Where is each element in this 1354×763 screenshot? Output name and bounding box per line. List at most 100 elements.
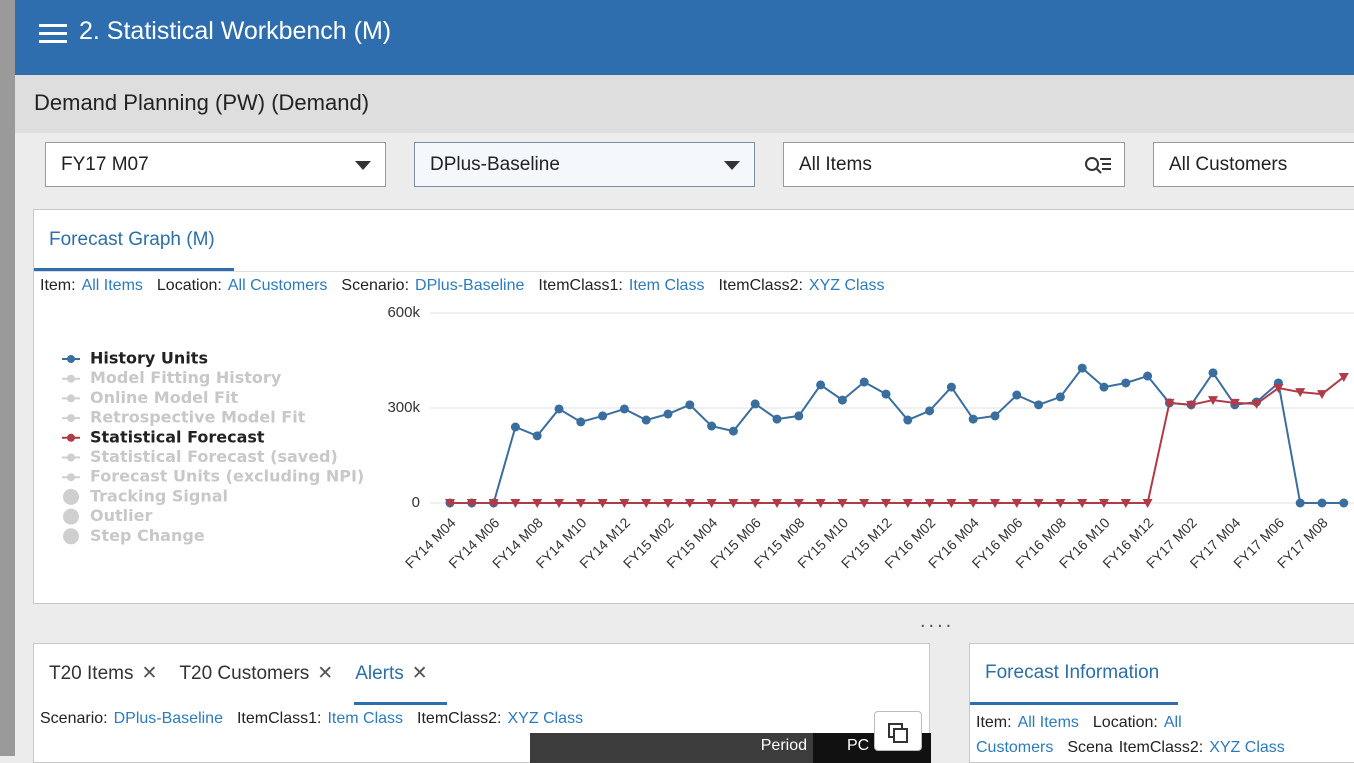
legend-label: Model Fitting History xyxy=(90,368,282,387)
point xyxy=(793,499,804,508)
point xyxy=(1120,499,1131,508)
point xyxy=(990,411,1000,421)
context-value[interactable]: Item Class xyxy=(628,277,705,294)
context-value[interactable]: XYZ Class xyxy=(1209,739,1285,756)
customer-search[interactable]: All Customers xyxy=(1153,142,1354,187)
context-value[interactable]: All Customers xyxy=(976,714,1182,756)
point xyxy=(750,499,761,508)
item-search[interactable]: All Items xyxy=(783,142,1125,187)
point xyxy=(1273,384,1284,394)
tab[interactable]: T20 Items ✕ xyxy=(49,663,157,684)
scenario-dropdown[interactable]: DPlus-Baseline xyxy=(414,142,755,187)
point xyxy=(641,415,651,425)
legend-marker xyxy=(67,374,75,383)
point xyxy=(554,404,564,414)
point xyxy=(532,431,542,441)
context-value[interactable]: DPlus-Baseline xyxy=(415,277,525,294)
legend-label: Statistical Forecast (saved) xyxy=(90,447,338,466)
context-label: ItemClass1: xyxy=(538,277,623,294)
menu-icon[interactable] xyxy=(39,22,69,46)
close-icon[interactable]: ✕ xyxy=(411,663,428,684)
filter-text: All Items xyxy=(799,154,872,175)
y-tick-label: 0 xyxy=(412,494,420,511)
point xyxy=(663,409,673,419)
splitter[interactable]: .... xyxy=(920,610,955,632)
point xyxy=(1033,499,1044,508)
filter-text: FY17 M07 xyxy=(61,154,149,175)
context-value[interactable]: Item Class xyxy=(327,710,404,727)
point xyxy=(924,499,935,508)
point xyxy=(925,406,935,416)
context-value[interactable]: XYZ Class xyxy=(507,710,584,727)
point xyxy=(772,499,782,508)
context-item: ItemClass1: Item Class xyxy=(237,710,417,727)
point xyxy=(728,499,739,508)
context-label: Scenario: xyxy=(40,710,108,727)
point xyxy=(575,499,586,508)
point xyxy=(510,422,520,432)
tab[interactable]: Forecast Graph (M) xyxy=(49,229,215,250)
point xyxy=(968,414,978,424)
point xyxy=(859,499,870,508)
point xyxy=(1208,368,1218,378)
copy-button[interactable] xyxy=(874,711,922,751)
context-value[interactable]: All Items xyxy=(1017,714,1079,731)
point xyxy=(837,395,847,405)
context-item: Location: All Customers xyxy=(157,277,342,294)
point xyxy=(706,499,717,508)
context-item: Scenario: DPlus-Baseline xyxy=(341,277,538,294)
tab-underline xyxy=(34,268,234,271)
subheader-title: Demand Planning (PW) (Demand) xyxy=(34,90,370,115)
point xyxy=(859,377,869,387)
legend-label: Forecast Units (excluding NPI) xyxy=(90,467,364,486)
context-item: Location: All Customers xyxy=(976,714,1182,756)
legend-label: Retrospective Model Fit xyxy=(90,408,306,427)
tab[interactable]: Alerts ✕ xyxy=(355,663,428,684)
point xyxy=(1317,498,1327,508)
close-icon[interactable]: ✕ xyxy=(317,663,334,684)
context-value[interactable]: XYZ Class xyxy=(808,277,885,294)
side-strip xyxy=(0,0,15,756)
context-label: Scenario: xyxy=(341,277,410,294)
legend-label: Tracking Signal xyxy=(90,486,228,505)
header: 2. Statistical Workbench (M) xyxy=(15,0,1354,75)
point xyxy=(554,499,564,508)
point xyxy=(1251,399,1262,409)
point xyxy=(1077,363,1087,373)
period-dropdown[interactable]: FY17 M07 xyxy=(45,142,386,187)
point xyxy=(619,499,630,508)
alerts-panel: T20 Items ✕ T20 Customers ✕ Alerts ✕ Scenario… xyxy=(33,643,931,763)
divider xyxy=(34,271,1354,272)
forecast-info-panel: Forecast Information Item: All Items Locat… xyxy=(969,643,1354,763)
context-item: Item: All Items xyxy=(40,277,157,294)
point xyxy=(728,426,738,436)
legend-label: History Units xyxy=(90,349,208,368)
point xyxy=(1208,396,1218,406)
point xyxy=(445,499,455,508)
point xyxy=(990,499,1000,508)
point xyxy=(816,380,826,390)
point xyxy=(1011,499,1022,508)
point xyxy=(1055,392,1065,402)
legend-marker xyxy=(67,394,75,403)
point xyxy=(1099,382,1109,392)
legend-marker xyxy=(67,355,75,363)
y-tick-label: 300k xyxy=(387,399,420,416)
point xyxy=(902,499,913,508)
context-value[interactable]: DPlus-Baseline xyxy=(113,710,223,727)
point xyxy=(466,499,477,508)
context-item: ItemClass2: XYZ Class xyxy=(718,277,898,294)
legend-marker xyxy=(67,473,75,482)
point xyxy=(488,499,499,508)
point xyxy=(1142,499,1153,508)
context-value[interactable]: All Items xyxy=(81,277,143,294)
point xyxy=(946,499,957,508)
context-label: Location: xyxy=(156,277,222,294)
tab[interactable]: T20 Customers ✕ xyxy=(179,663,333,684)
close-icon[interactable]: ✕ xyxy=(141,663,158,684)
context-value[interactable]: All Customers xyxy=(227,277,328,294)
tab-underline xyxy=(354,702,447,705)
tab[interactable]: Forecast Information xyxy=(985,662,1160,683)
point xyxy=(1164,398,1175,408)
